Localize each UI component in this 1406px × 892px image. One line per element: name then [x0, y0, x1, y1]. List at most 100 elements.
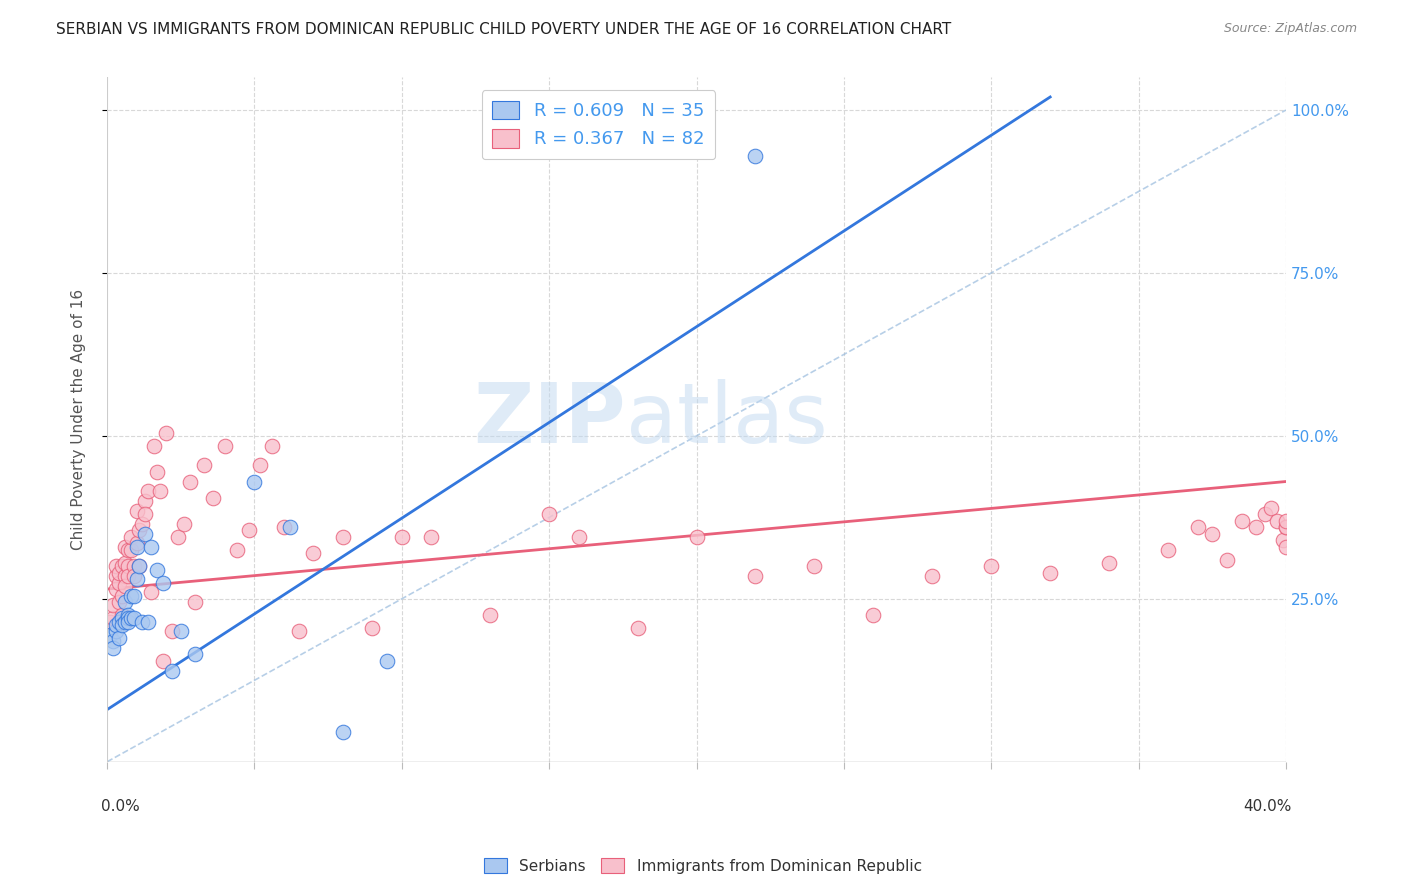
Point — [134, 507, 156, 521]
Text: 40.0%: 40.0% — [1243, 799, 1292, 814]
Point — [114, 595, 136, 609]
Point — [361, 621, 384, 635]
Point — [1260, 500, 1282, 515]
Point — [114, 540, 136, 554]
Point — [1039, 566, 1062, 580]
Point — [101, 640, 124, 655]
Point — [1254, 507, 1277, 521]
Point — [1157, 543, 1180, 558]
Text: SERBIAN VS IMMIGRANTS FROM DOMINICAN REPUBLIC CHILD POVERTY UNDER THE AGE OF 16 : SERBIAN VS IMMIGRANTS FROM DOMINICAN REP… — [56, 22, 952, 37]
Legend: Serbians, Immigrants from Dominican Republic: Serbians, Immigrants from Dominican Repu… — [478, 852, 928, 880]
Point — [568, 530, 591, 544]
Point — [1275, 514, 1298, 528]
Point — [803, 559, 825, 574]
Point — [101, 599, 124, 613]
Point — [111, 608, 134, 623]
Point — [101, 611, 124, 625]
Point — [134, 494, 156, 508]
Point — [108, 631, 131, 645]
Point — [302, 546, 325, 560]
Point — [479, 608, 502, 623]
Point — [155, 425, 177, 440]
Point — [114, 615, 136, 629]
Point — [98, 615, 121, 629]
Point — [141, 540, 163, 554]
Point — [120, 530, 142, 544]
Point — [138, 615, 160, 629]
Point — [862, 608, 884, 623]
Point — [391, 530, 413, 544]
Point — [214, 439, 236, 453]
Point — [1265, 514, 1288, 528]
Point — [1275, 520, 1298, 534]
Point — [146, 562, 169, 576]
Point — [117, 608, 139, 623]
Text: 0.0%: 0.0% — [101, 799, 141, 814]
Point — [193, 458, 215, 473]
Point — [143, 439, 166, 453]
Point — [131, 516, 153, 531]
Point — [120, 543, 142, 558]
Point — [125, 540, 148, 554]
Point — [538, 507, 561, 521]
Legend: R = 0.609   N = 35, R = 0.367   N = 82: R = 0.609 N = 35, R = 0.367 N = 82 — [482, 90, 716, 160]
Point — [111, 589, 134, 603]
Point — [375, 654, 398, 668]
Text: ZIP: ZIP — [474, 379, 626, 460]
Point — [626, 621, 648, 635]
Point — [1275, 520, 1298, 534]
Point — [128, 559, 150, 574]
Point — [120, 611, 142, 625]
Point — [744, 148, 766, 162]
Point — [108, 595, 131, 609]
Point — [98, 628, 121, 642]
Point — [249, 458, 271, 473]
Point — [243, 475, 266, 489]
Point — [101, 634, 124, 648]
Point — [114, 569, 136, 583]
Point — [125, 504, 148, 518]
Point — [225, 543, 247, 558]
Point — [108, 566, 131, 580]
Point — [1230, 514, 1253, 528]
Point — [1201, 526, 1223, 541]
Point — [117, 543, 139, 558]
Point — [685, 530, 707, 544]
Point — [111, 611, 134, 625]
Point — [117, 611, 139, 625]
Point — [152, 654, 174, 668]
Point — [287, 624, 309, 639]
Point — [921, 569, 943, 583]
Point — [104, 618, 127, 632]
Point — [1187, 520, 1209, 534]
Point — [202, 491, 225, 505]
Point — [138, 484, 160, 499]
Point — [111, 559, 134, 574]
Point — [980, 559, 1002, 574]
Text: Source: ZipAtlas.com: Source: ZipAtlas.com — [1223, 22, 1357, 36]
Point — [332, 725, 354, 739]
Point — [273, 520, 295, 534]
Point — [160, 624, 183, 639]
Point — [166, 530, 188, 544]
Point — [179, 475, 201, 489]
Point — [117, 615, 139, 629]
Y-axis label: Child Poverty Under the Age of 16: Child Poverty Under the Age of 16 — [72, 289, 86, 550]
Point — [122, 611, 145, 625]
Point — [108, 575, 131, 590]
Point — [146, 465, 169, 479]
Point — [1098, 556, 1121, 570]
Point — [125, 572, 148, 586]
Point — [122, 569, 145, 583]
Point — [1275, 540, 1298, 554]
Point — [114, 556, 136, 570]
Point — [104, 582, 127, 596]
Point — [134, 526, 156, 541]
Point — [1246, 520, 1268, 534]
Point — [149, 484, 172, 499]
Point — [160, 664, 183, 678]
Point — [152, 575, 174, 590]
Point — [141, 585, 163, 599]
Point — [744, 569, 766, 583]
Text: atlas: atlas — [626, 379, 828, 460]
